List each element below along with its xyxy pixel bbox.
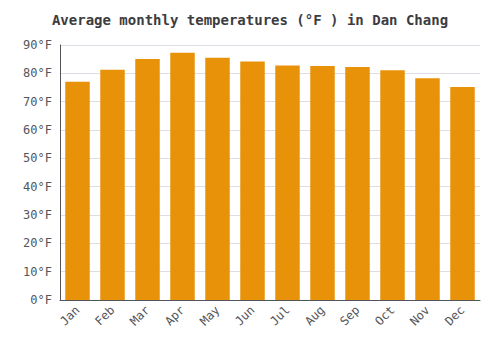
svg-text:Apr: Apr [162,303,187,328]
svg-text:Oct: Oct [372,303,397,328]
svg-text:Jul: Jul [267,303,292,328]
svg-text:90°F: 90°F [23,38,52,52]
svg-text:May: May [197,303,222,328]
svg-text:20°F: 20°F [23,236,52,250]
svg-text:70°F: 70°F [23,95,52,109]
svg-text:50°F: 50°F [23,151,52,165]
svg-text:Jun: Jun [232,303,257,328]
svg-text:Jan: Jan [57,303,82,328]
svg-text:Feb: Feb [92,303,117,328]
svg-text:80°F: 80°F [23,66,52,80]
svg-text:Sep: Sep [337,303,362,328]
svg-text:60°F: 60°F [23,123,52,137]
svg-text:Nov: Nov [407,303,432,328]
svg-text:Mar: Mar [127,303,152,328]
svg-text:40°F: 40°F [23,180,52,194]
svg-text:Aug: Aug [302,303,327,328]
svg-text:0°F: 0°F [30,293,52,307]
svg-text:10°F: 10°F [23,265,52,279]
svg-text:Average monthly temperatures (: Average monthly temperatures (°F ) in Da… [52,12,448,28]
svg-text:Dec: Dec [442,303,467,328]
svg-text:30°F: 30°F [23,208,52,222]
